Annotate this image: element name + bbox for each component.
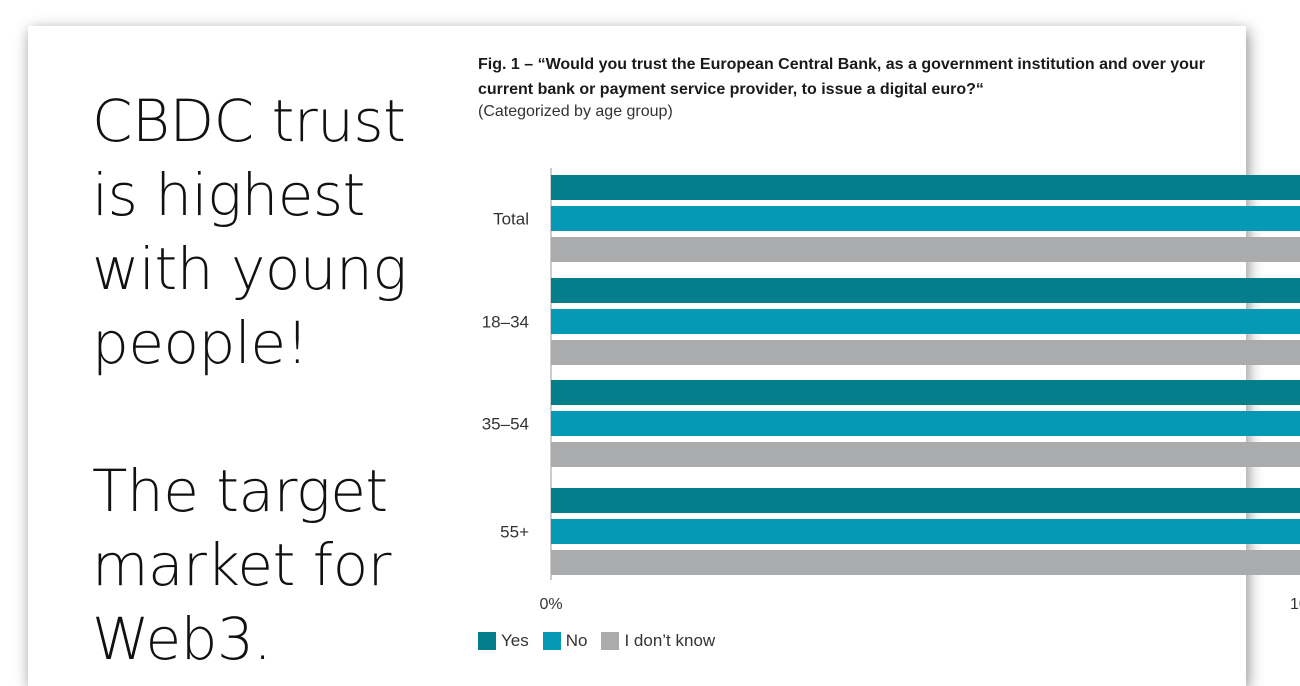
legend-swatch-dont-know	[601, 632, 620, 650]
x-tick-label: 10%	[1290, 596, 1300, 613]
headline-line-1: CBDC trust	[92, 87, 406, 155]
headline-line-6: market for	[92, 531, 392, 599]
bar-no-18-34	[551, 309, 1300, 334]
bar-no-35-54	[551, 411, 1300, 436]
legend-item-dont-know: I don’t know	[601, 631, 715, 651]
bar-yes-total	[551, 175, 1300, 200]
bar-yes-35-54	[551, 380, 1300, 405]
legend-item-no: No	[542, 631, 588, 651]
bar-no-total	[551, 206, 1300, 231]
category-label: 18–34	[482, 313, 529, 332]
headline-line-3: with young	[92, 235, 407, 303]
legend-label-yes: Yes	[501, 631, 529, 650]
headline-line-2: is highest	[92, 161, 365, 229]
chart-subtitle: (Categorized by age group)	[478, 103, 673, 120]
legend-swatch-yes	[478, 632, 496, 650]
chart-title: Fig. 1 – “Would you trust the European C…	[478, 56, 1205, 98]
legend-swatch-no	[542, 632, 561, 650]
bar-i-don-t-know-total	[551, 237, 1300, 262]
bar-yes-55	[551, 488, 1300, 513]
bar-i-don-t-know-35-54	[551, 442, 1300, 467]
headline-line-4: people!	[92, 309, 309, 377]
category-label: Total	[493, 210, 529, 229]
bar-chart: 0%10%20%30%40%50%60%70%80%43%39%19%Total…	[482, 168, 1300, 613]
category-label: 35–54	[482, 415, 529, 434]
chart-legend: Yes No I don’t know	[478, 631, 715, 651]
bar-yes-18-34	[551, 278, 1300, 303]
bar-i-don-t-know-55	[551, 550, 1300, 575]
legend-label-dont-know: I don’t know	[624, 631, 716, 650]
headline-line-5: The target	[92, 457, 388, 525]
x-tick-label: 0%	[539, 596, 562, 613]
legend-item-yes: Yes	[478, 631, 529, 651]
bar-i-don-t-know-18-34	[551, 340, 1300, 365]
bar-no-55	[551, 519, 1300, 544]
category-label: 55+	[500, 523, 529, 542]
legend-label-no: No	[565, 631, 588, 650]
